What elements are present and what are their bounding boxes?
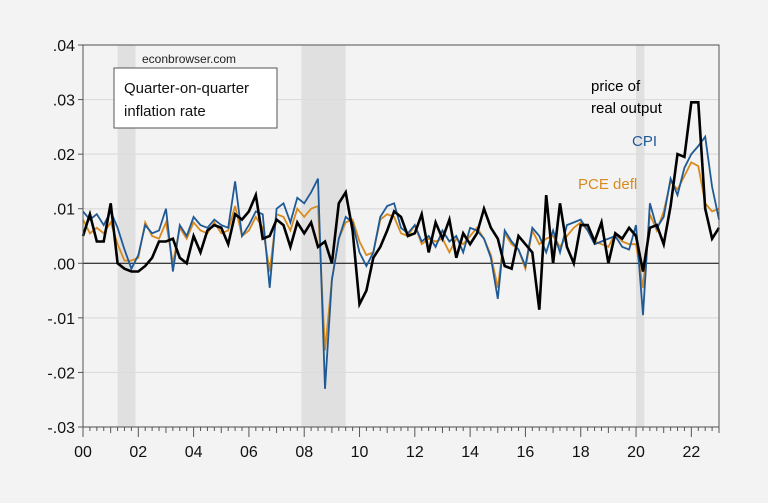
recession-band [636, 45, 645, 427]
annotation-box [113, 67, 278, 129]
x-tick-label: 22 [682, 444, 700, 461]
series-label-pce-defl: PCE defl [578, 176, 637, 193]
y-tick-label: -.01 [47, 311, 75, 328]
y-tick-label: .00 [53, 256, 75, 273]
x-tick-label: 00 [74, 444, 92, 461]
recession-shading [117, 45, 645, 427]
x-tick-label: 16 [517, 444, 535, 461]
x-tick-label: 06 [240, 444, 258, 461]
x-tick-label: 02 [129, 444, 147, 461]
annotation-line-1: Quarter-on-quarter [124, 80, 249, 97]
series-line-price-of-real-output [81, 101, 721, 310]
annotation-line-2: inflation rate [124, 103, 206, 120]
series-label-price-of-real-output-2: real output [591, 100, 663, 117]
y-tick-label: -.03 [47, 420, 75, 437]
y-tick-label: .03 [53, 93, 75, 110]
x-tick-label: 14 [461, 444, 479, 461]
watermark: econbrowser.com [142, 52, 236, 66]
x-tick-label: 18 [572, 444, 590, 461]
series-label-cpi: CPI [632, 133, 657, 150]
y-axis: .04 .03 .02 .01 .00 -.01 -.02 -.03 [47, 38, 83, 437]
x-tick-label: 08 [295, 444, 313, 461]
y-tick-label: -.02 [47, 365, 75, 382]
series-line-cpi [82, 134, 720, 389]
x-tick-label: 20 [627, 444, 645, 461]
y-tick-label: .01 [53, 202, 75, 219]
series-lines [81, 101, 721, 389]
x-tick-label: 12 [406, 444, 424, 461]
y-tick-label: .04 [53, 38, 75, 55]
y-tick-label: .02 [53, 147, 75, 164]
x-tick-label: 04 [185, 444, 203, 461]
recession-band [117, 45, 136, 427]
x-tick-label: 10 [351, 444, 369, 461]
x-axis: 00 02 04 06 08 10 12 14 16 18 20 22 [74, 427, 720, 461]
series-label-price-of-real-output-1: price of [591, 78, 641, 95]
